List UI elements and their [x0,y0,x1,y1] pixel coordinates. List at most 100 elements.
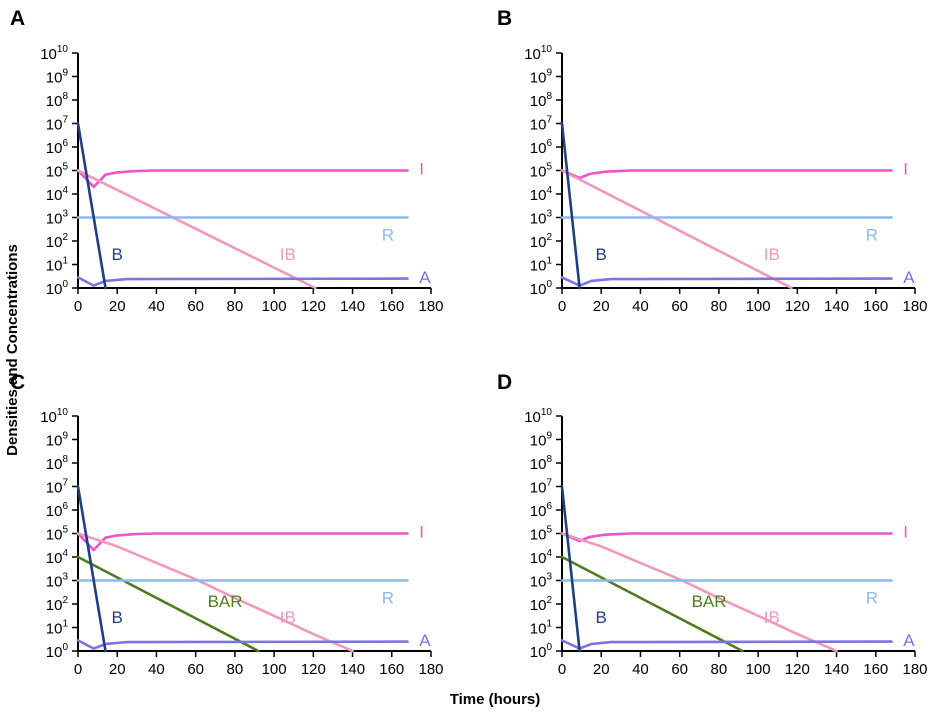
y-tick-label-d: 104 [530,548,553,567]
panel-d-letter: D [497,371,512,394]
y-tick-label-c: 105 [46,525,69,544]
x-tick-label-b: 20 [593,298,610,315]
x-tick-label-b: 40 [632,298,649,315]
series-label-ib-a: IB [280,245,296,264]
y-tick-label-d: 105 [530,525,553,544]
x-tick-label-d: 80 [711,661,728,678]
panel-b-letter: B [497,7,512,30]
series-label-b-b: B [596,245,607,264]
panel-c: C 0 20 40 60 80 100 120 140 160 180 100 101 102 103 10… [10,371,444,678]
y-tick-label-a: 103 [46,209,69,228]
y-tick-label-c: 104 [46,548,69,567]
y-tick-label-d: 108 [530,454,553,473]
x-tick-label-a: 60 [187,298,204,315]
x-tick-label-c: 80 [227,661,244,678]
y-tick-label-c: 100 [46,642,69,661]
y-tick-label-a: 104 [46,185,69,204]
x-tick-label-b: 140 [824,298,849,315]
series-label-i-c: I [419,523,424,542]
series-label-i-b: I [903,160,908,179]
series-label-i-d: I [903,523,908,542]
y-tick-label-b: 101 [530,256,553,275]
series-line-b-b [560,122,581,290]
series-label-i-a: I [419,160,424,179]
x-axis-title: Time (hours) [450,691,541,708]
series-label-bar-c: BAR [208,592,243,611]
x-tick-label-a: 120 [301,298,326,315]
series-label-ib-c: IB [280,608,296,627]
x-tick-label-c: 40 [148,661,165,678]
series-label-r-a: R [382,226,394,245]
x-tick-label-b: 180 [902,298,927,315]
x-tick-label-a: 0 [74,298,82,315]
x-tick-label-c: 60 [187,661,204,678]
x-tick-label-d: 100 [746,661,771,678]
panel-a: A 0 20 40 60 80 100 120 140 160 180 100 101 102 103 10… [10,7,444,315]
y-tick-label-d: 100 [530,642,553,661]
series-line-a-a [76,276,409,287]
x-tick-label-c: 160 [379,661,404,678]
y-tick-label-a: 100 [46,279,69,298]
y-tick-label-d: 101 [530,619,553,638]
x-tick-label-b: 120 [785,298,810,315]
x-tick-label-d: 0 [558,661,566,678]
y-tick-label-c: 1010 [40,407,68,426]
x-tick-label-d: 20 [593,661,610,678]
x-tick-label-b: 160 [863,298,888,315]
x-tick-label-b: 0 [558,298,566,315]
series-line-bar-c [76,555,260,653]
series-label-b-a: B [112,245,123,264]
y-tick-label-b: 103 [530,209,553,228]
y-tick-label-b: 109 [530,68,553,87]
y-tick-label-a: 108 [46,91,69,110]
y-tick-label-d: 103 [530,572,553,591]
panel-d: D 0 20 40 60 80 100 120 140 160 180 100 101 102 103 10… [497,371,928,678]
series-label-b-c: B [112,608,123,627]
series-label-ib-d: IB [764,608,780,627]
series-line-ib-c [76,532,354,653]
y-tick-label-a: 101 [46,256,69,275]
series-label-r-c: R [382,589,394,608]
x-tick-label-c: 120 [301,661,326,678]
x-tick-label-b: 60 [671,298,688,315]
series-label-bar-d: BAR [692,592,727,611]
x-tick-label-d: 160 [863,661,888,678]
y-tick-label-b: 105 [530,162,553,181]
y-tick-label-a: 102 [46,232,69,251]
y-tick-label-b: 102 [530,232,553,251]
series-line-a-c [76,639,409,650]
x-tick-label-c: 140 [340,661,365,678]
series-label-r-b: R [866,226,878,245]
x-tick-label-d: 120 [785,661,810,678]
x-tick-label-d: 40 [632,661,649,678]
y-tick-label-c: 103 [46,572,69,591]
y-tick-label-d: 102 [530,595,553,614]
x-tick-label-a: 80 [227,298,244,315]
series-line-ib-b [560,169,793,290]
series-label-ib-b: IB [764,245,780,264]
x-tick-label-d: 180 [902,661,927,678]
x-tick-label-b: 100 [746,298,771,315]
y-tick-label-c: 106 [46,501,69,520]
x-tick-label-d: 140 [824,661,849,678]
x-tick-label-a: 20 [109,298,126,315]
series-label-a-a: A [419,268,431,287]
y-tick-label-a: 105 [46,162,69,181]
series-line-i-a [76,169,409,189]
x-tick-label-a: 160 [379,298,404,315]
y-axis-title: Densities and Concentrations [4,244,21,456]
series-line-ib-d [560,532,838,653]
series-label-b-d: B [596,608,607,627]
y-tick-label-d: 109 [530,431,553,450]
series-line-a-d [560,639,893,650]
y-tick-label-c: 108 [46,454,69,473]
series-line-i-b [560,169,893,180]
y-tick-label-a: 107 [46,115,69,134]
series-label-a-b: A [903,268,915,287]
y-tick-label-b: 106 [530,138,553,157]
x-tick-label-a: 140 [340,298,365,315]
series-label-a-c: A [419,631,431,650]
x-tick-label-a: 180 [418,298,443,315]
x-tick-label-d: 60 [671,661,688,678]
